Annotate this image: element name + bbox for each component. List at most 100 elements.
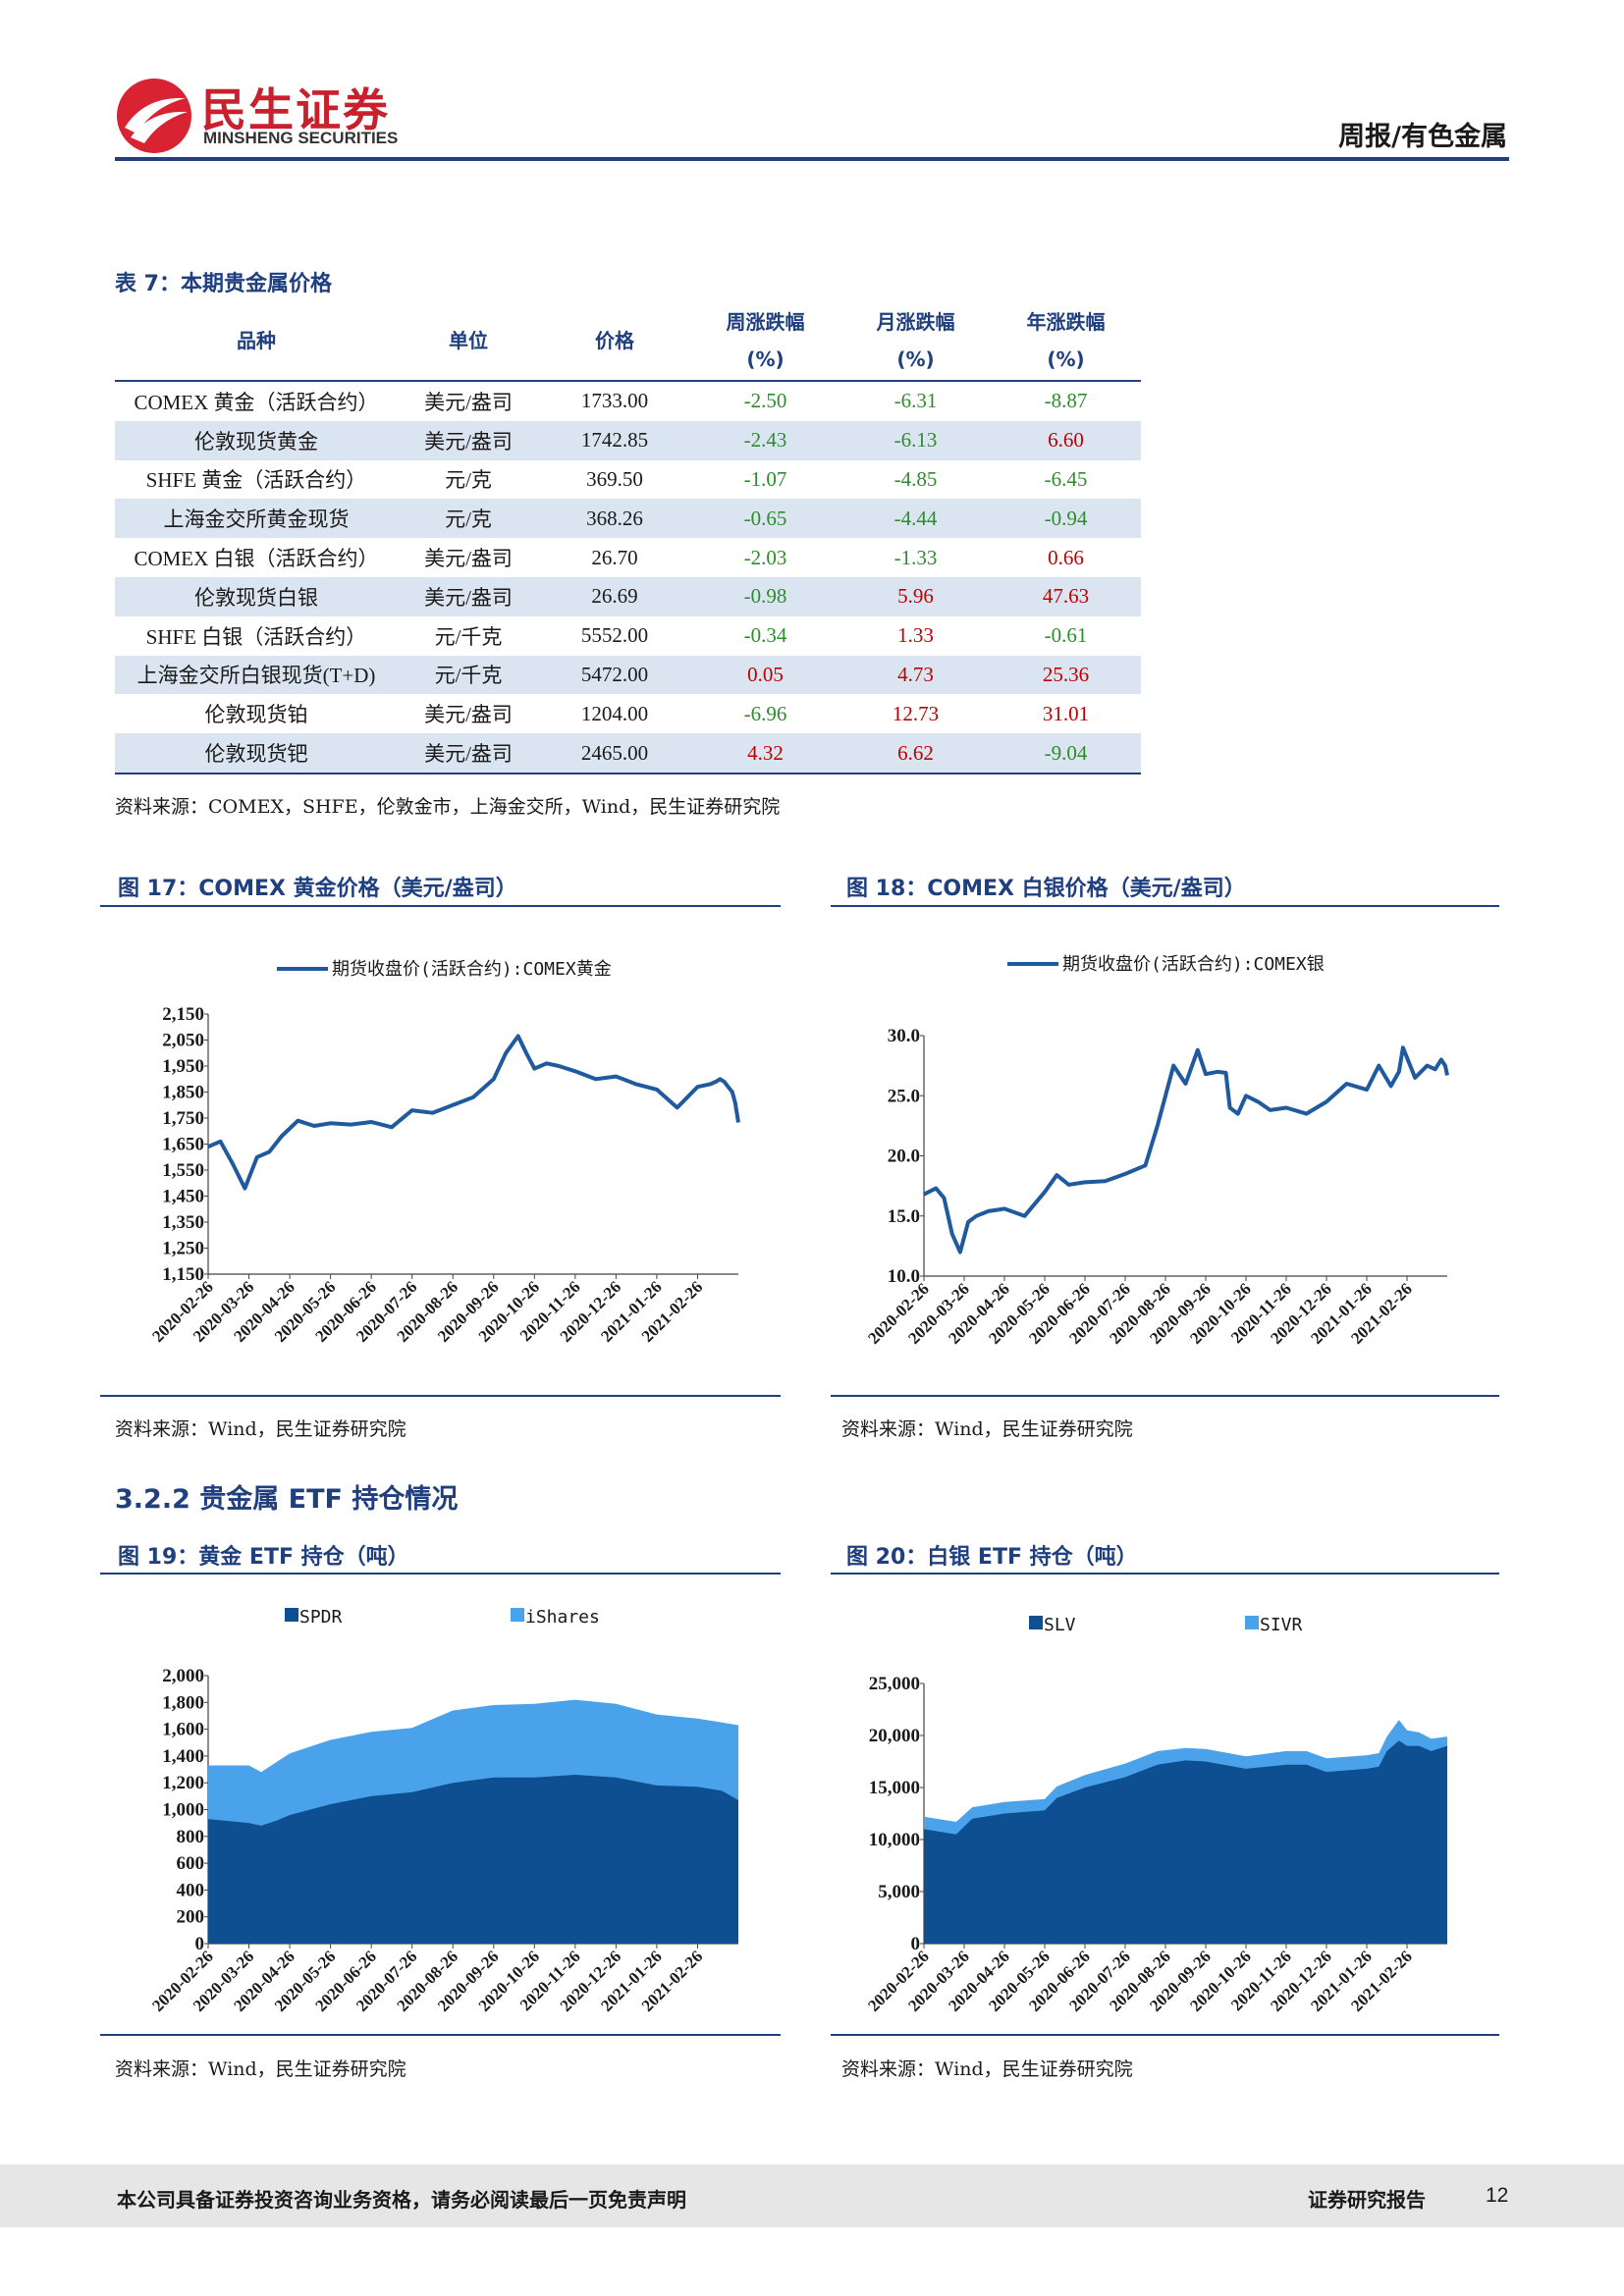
fig17-bottom-rule [100,1395,781,1397]
cell-unit: 美元/盎司 [424,547,513,571]
fig20-bottom-rule [831,2034,1499,2036]
table-row: 伦敦现货钯 美元/盎司 2465.00 4.32 6.62 -9.04 [115,733,1141,774]
cell-weekly-change: 4.32 [690,733,840,774]
y-tick-label: 10.0 [888,1266,920,1287]
logo-chinese-name: 民生证券 [201,83,390,136]
cell-yearly-change: -0.94 [991,499,1141,539]
legend-label: 期货收盘价(活跃合约):COMEX黄金 [332,959,612,980]
y-tick-label: 1,400 [162,1746,204,1767]
fig20-caption: 图 20：白银 ETF 持仓（吨） [846,1545,1138,1570]
section-heading: 3.2.2 贵金属 ETF 持仓情况 [115,1484,459,1515]
fig20-chart: SLV SIVR25,00020,00015,00010,0005,0000202… [864,1615,1447,2015]
y-tick-label: 800 [177,1827,205,1847]
table-row: 上海金交所白银现货(T+D) 元/千克 5472.00 0.05 4.73 25.36 [115,655,1141,695]
table-row: COMEX 白银（活跃合约） 美元/盎司 26.70 -2.03 -1.33 0.66 [115,538,1141,577]
weekly-change-label: 周涨跌幅 [726,310,805,334]
cell-unit: 美元/盎司 [398,733,539,774]
table-row: SHFE 白银（活跃合约） 元/千克 5552.00 -0.34 1.33 -0.61 [115,616,1141,656]
cell-variety: COMEX 黄金（活跃合约） [134,390,379,414]
fig17-source: 资料来源：Wind，民生证券研究院 [115,1418,406,1440]
fig19-source: 资料来源：Wind，民生证券研究院 [115,2058,406,2080]
legend-swatch-sivr [1245,1616,1259,1629]
page-number: 12 [1486,2184,1509,2207]
fig19-bottom-rule [100,2034,781,2036]
cell-yearly-change: -8.87 [1044,389,1088,413]
y-tick-label: 1,950 [162,1056,204,1077]
yearly-change-unit: (%) [1047,347,1085,371]
y-tick-label: 1,150 [162,1264,204,1285]
fig18-top-rule [831,905,1499,907]
legend-label: 期货收盘价(活跃合约):COMEX银 [1062,954,1325,975]
fig18-bottom-rule [831,1395,1499,1397]
cell-weekly-change: -6.96 [743,701,787,725]
series-area-spdr [208,1775,738,1944]
cell-monthly-change: 4.73 [840,655,991,695]
cell-monthly-change: -6.31 [893,389,938,413]
cell-price: 1733.00 [580,389,649,413]
footer: 本公司具备证券投资咨询业务资格，请务必阅读最后一页免责声明 证券研究报告 12 [0,2164,1624,2227]
y-tick-label: 20.0 [888,1147,920,1167]
y-tick-label: 200 [177,1907,205,1928]
cell-weekly-change: -2.50 [743,389,787,413]
cell-variety: COMEX 白银（活跃合约） [134,547,379,571]
cell-unit: 美元/盎司 [398,420,539,460]
cell-price: 1204.00 [580,701,649,725]
monthly-change-label: 月涨跌幅 [876,310,955,334]
legend-swatch-spdr [285,1608,298,1622]
fig18-chart: 期货收盘价(活跃合约):COMEX银30.025.020.015.010.020… [864,954,1449,1348]
cell-variety: 伦敦现货黄金 [115,420,398,460]
cell-weekly-change: -2.03 [743,545,787,569]
cell-weekly-change: -0.98 [690,576,840,616]
cell-monthly-change: -4.44 [840,499,991,539]
table-row: 伦敦现货铂 美元/盎司 1204.00 -6.96 12.73 31.01 [115,694,1141,733]
y-tick-label: 400 [177,1880,205,1900]
cell-variety: 上海金交所白银现货(T+D) [115,655,398,695]
y-tick-label: 1,800 [162,1692,204,1713]
y-tick-label: 25,000 [869,1674,920,1694]
fig19-chart: SPDR iShares 2,000 1,800 1,600 1,400 1,200 1,00… [148,1607,738,2015]
cell-price: 1742.85 [539,420,690,460]
cell-weekly-change: -0.65 [690,499,840,539]
yearly-change-label: 年涨跌幅 [1026,310,1106,334]
header: 民生证券 MINSHENG SECURITIES 周报/有色金属 [0,0,1624,167]
cell-monthly-change: -4.85 [893,466,938,491]
table-row: COMEX 黄金（活跃合约） 美元/盎司 1733.00 -2.50 -6.31 -8.8… [115,381,1141,421]
cell-unit: 元/千克 [434,624,503,649]
y-tick-label: 1,550 [162,1160,204,1181]
table-row: 上海金交所黄金现货 元/克 368.26 -0.65 -4.44 -0.94 [115,499,1141,539]
logo-english-name: MINSHENG SECURITIES [203,129,399,147]
cell-yearly-change: 25.36 [991,655,1141,695]
col-header-yearly-change: 年涨跌幅 (%) [991,301,1141,381]
col-header-weekly-change: 周涨跌幅 (%) [690,301,840,381]
legend-label-sivr: SIVR [1260,1615,1303,1635]
header-rule [115,157,1509,161]
y-tick-label: 15.0 [888,1206,920,1227]
weekly-change-unit: (%) [746,347,785,371]
series-line [207,1034,740,1191]
table-row: SHFE 黄金（活跃合约） 元/克 369.50 -1.07 -4.85 -6.45 [115,460,1141,500]
y-tick-label: 2,050 [162,1031,204,1051]
cell-yearly-change: 47.63 [991,576,1141,616]
cell-monthly-change: -6.13 [840,420,991,460]
fig19-caption: 图 19：黄金 ETF 持仓（吨） [118,1545,409,1570]
cell-unit: 美元/盎司 [398,576,539,616]
cell-weekly-change: 0.05 [690,655,840,695]
col-header-price: 价格 [595,329,634,352]
y-tick-label: 1,200 [162,1773,204,1793]
y-tick-label: 1,350 [162,1212,204,1233]
cell-variety: SHFE 白银（活跃合约） [145,624,367,649]
y-tick-label: 0 [195,1934,205,1954]
y-tick-label: 2,150 [162,1004,204,1025]
y-tick-label: 0 [911,1934,921,1954]
y-tick-label: 1,850 [162,1083,204,1103]
y-tick-label: 1,000 [162,1800,204,1821]
cell-unit: 元/克 [445,468,492,493]
series-area-slv [924,1740,1447,1944]
legend-swatch-slv [1029,1616,1043,1629]
cell-unit: 元/克 [398,499,539,539]
cell-variety: 上海金交所黄金现货 [115,499,398,539]
table-body: COMEX 黄金（活跃合约） 美元/盎司 1733.00 -2.50 -6.31 -8.8… [115,381,1141,774]
col-header-monthly-change: 月涨跌幅 (%) [840,301,991,381]
precious-metal-price-table: 品种 单位 价格 周涨跌幅 (%) 月涨跌幅 (%) 年涨跌幅 (%) COME… [115,301,1141,774]
cell-variety: 伦敦现货白银 [115,576,398,616]
